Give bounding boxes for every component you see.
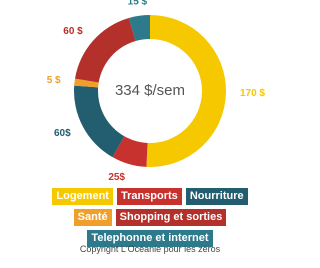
center-label: 334 $/sem xyxy=(115,82,185,99)
page: 334 $/sem 170 $ 25$ 60$ 5 $ 60 $ 15 $ Logemen… xyxy=(39,0,266,254)
value-label: 5 $ xyxy=(47,75,61,86)
value-label: 15 $ xyxy=(128,0,148,8)
donut-segment xyxy=(74,78,99,88)
legend-entry: Santé xyxy=(73,209,112,226)
value-label: 60$ xyxy=(54,128,71,139)
legend-entry: Nourriture xyxy=(185,188,248,205)
donut-segment xyxy=(75,17,136,83)
legend-entry: Shopping et sorties xyxy=(115,209,227,226)
legend: Logement Transports Nourriture Santé Shoppin… xyxy=(39,188,261,247)
donut-segment xyxy=(146,15,226,167)
legend-entry: Telephonne et internet xyxy=(87,230,213,247)
value-label: 60 $ xyxy=(63,26,83,37)
legend-entry: Logement xyxy=(52,188,113,205)
chart: 334 $/sem 170 $ 25$ 60$ 5 $ 60 $ 15 $ xyxy=(47,0,266,183)
legend-entry: Transports xyxy=(116,188,182,205)
caption: Copyright L'Océanie pour les zéros xyxy=(79,244,221,254)
donut-segment xyxy=(74,85,125,158)
donut-segment xyxy=(112,136,148,167)
donut-segment xyxy=(128,15,150,42)
value-label: 170 $ xyxy=(240,88,265,99)
value-label: 25$ xyxy=(108,172,125,183)
